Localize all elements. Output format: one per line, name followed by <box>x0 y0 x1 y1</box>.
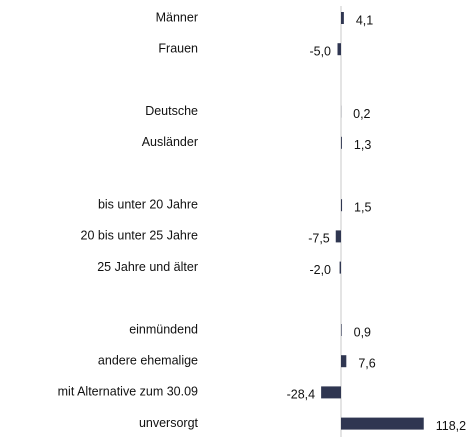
category-label: 20 bis unter 25 Jahre <box>81 229 198 243</box>
category-label: bis unter 20 Jahre <box>98 197 198 211</box>
value-label: 0,9 <box>354 325 371 339</box>
category-label: Frauen <box>158 41 198 55</box>
bar <box>341 417 424 430</box>
bar <box>341 136 342 149</box>
value-label: 1,3 <box>354 138 371 152</box>
bar <box>321 386 341 399</box>
value-label: -5,0 <box>309 44 331 58</box>
value-label: -2,0 <box>309 263 331 277</box>
value-label: -28,4 <box>287 388 316 402</box>
value-label: -7,5 <box>308 232 330 246</box>
category-label: 25 Jahre und älter <box>97 260 198 274</box>
value-label: 4,1 <box>356 13 373 27</box>
category-label: einmündend <box>129 322 198 336</box>
value-label: 0,2 <box>353 107 370 121</box>
category-label: Ausländer <box>142 135 198 149</box>
bar <box>335 230 341 243</box>
bar <box>341 324 342 336</box>
category-label: andere ehemalige <box>98 353 198 367</box>
bar <box>337 43 341 56</box>
value-label: 7,6 <box>358 356 375 370</box>
bar <box>341 355 347 368</box>
value-label: 1,5 <box>354 200 371 214</box>
bar <box>339 261 341 274</box>
bar <box>341 199 343 212</box>
value-label: 118,2 <box>436 419 466 433</box>
category-label: Deutsche <box>145 104 198 118</box>
bar <box>341 12 344 24</box>
category-label: mit Alternative zum 30.09 <box>58 385 198 399</box>
category-label: Männer <box>156 10 198 24</box>
category-label: unversorgt <box>139 416 199 430</box>
